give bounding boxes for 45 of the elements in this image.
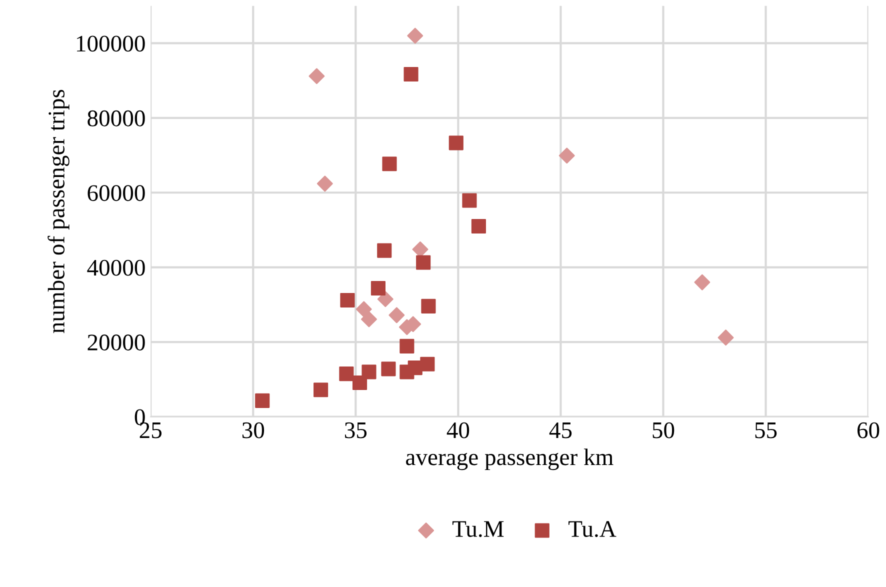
- x-tick-label: 45: [549, 422, 572, 438]
- point: [314, 382, 328, 398]
- point: [381, 362, 396, 376]
- y-tick-label: 80000: [88, 110, 145, 126]
- x-tick-label: 35: [344, 422, 367, 438]
- x-tick-label: 40: [446, 422, 470, 438]
- point: [382, 156, 397, 172]
- point: [377, 291, 394, 308]
- point: [420, 356, 435, 372]
- x-tick-label: 50: [652, 422, 674, 438]
- point: [316, 176, 333, 192]
- point: [339, 366, 354, 382]
- point: [308, 68, 325, 84]
- y-axis-title: number of passenger trips: [48, 90, 70, 334]
- point: [412, 241, 428, 258]
- point: [694, 274, 710, 290]
- point: [356, 301, 372, 318]
- point: [352, 375, 368, 390]
- point: [416, 255, 431, 270]
- point: [558, 148, 575, 164]
- y-tick-label: 100000: [77, 36, 145, 52]
- legend-label: Tu.M: [452, 521, 504, 538]
- y-tick-label: 60000: [88, 185, 145, 202]
- point: [407, 28, 424, 44]
- legend-label: Tu.A: [568, 521, 616, 538]
- point: [448, 136, 464, 150]
- point: [340, 292, 355, 308]
- x-tick-label: 55: [755, 422, 777, 438]
- x-tick-label: 30: [242, 422, 264, 438]
- point: [370, 280, 386, 296]
- point: [377, 243, 392, 258]
- point: [255, 393, 270, 408]
- y-tick-label: 40000: [87, 260, 145, 276]
- point: [421, 298, 436, 314]
- y-tick-label: 20000: [88, 334, 145, 350]
- point: [361, 311, 377, 328]
- point: [362, 364, 376, 380]
- point: [471, 218, 486, 234]
- point: [718, 330, 734, 346]
- x-tick-label: 60: [857, 422, 880, 438]
- point: [388, 307, 405, 324]
- point: [400, 338, 414, 354]
- x-axis-title: average passenger km: [406, 448, 614, 470]
- point: [404, 66, 418, 82]
- point: [462, 193, 477, 208]
